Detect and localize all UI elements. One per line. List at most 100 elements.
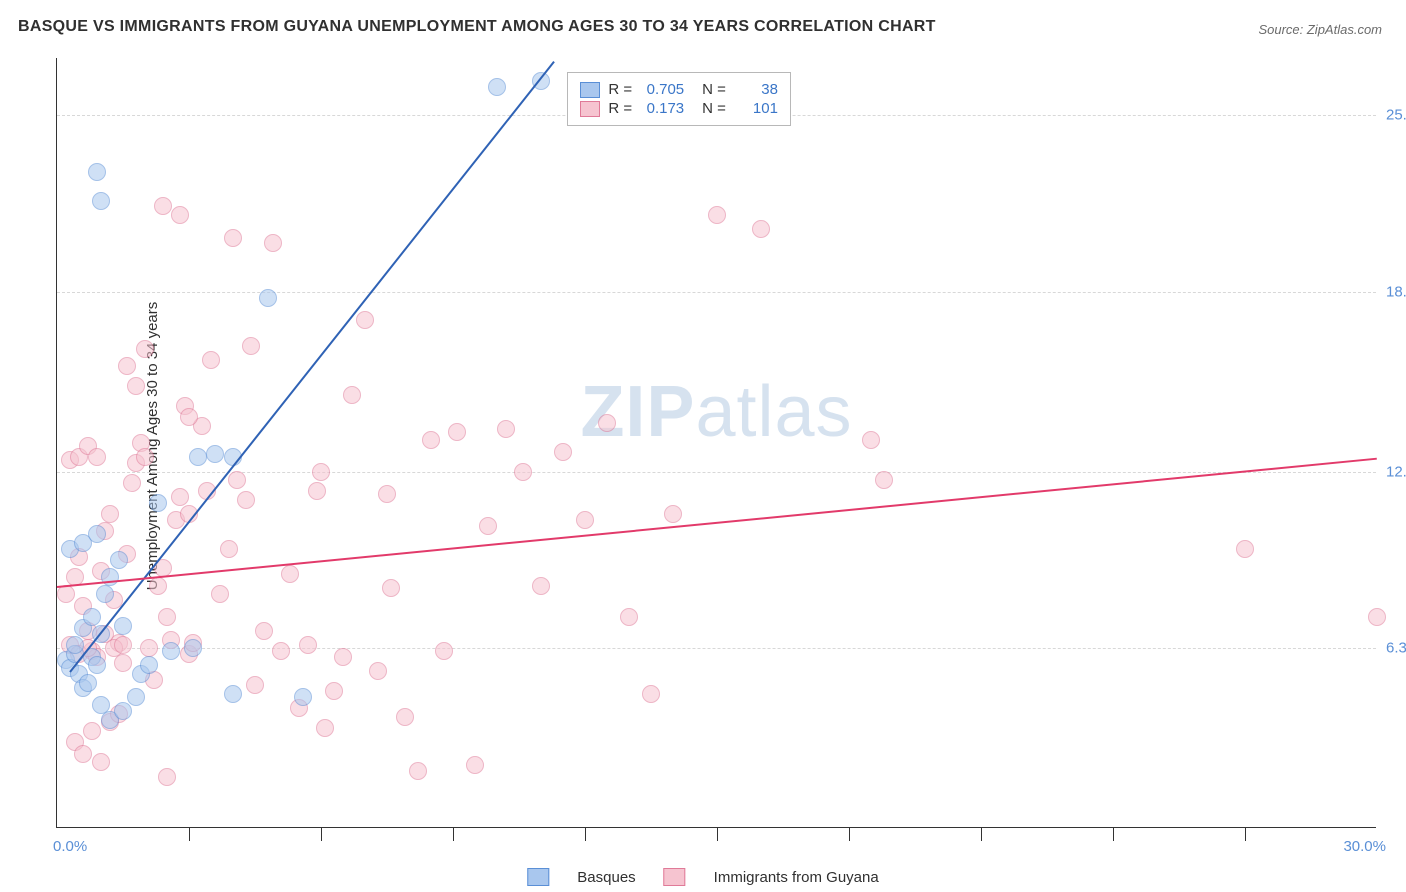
xtick-mark	[1245, 827, 1246, 841]
data-point	[114, 636, 132, 654]
data-point	[343, 386, 361, 404]
data-point	[396, 708, 414, 726]
data-point	[101, 505, 119, 523]
data-point	[435, 642, 453, 660]
data-point	[158, 768, 176, 786]
trend-line	[69, 61, 555, 673]
data-point	[752, 220, 770, 238]
data-point	[382, 579, 400, 597]
data-point	[422, 431, 440, 449]
data-point	[294, 688, 312, 706]
data-point	[448, 423, 466, 441]
gridline-h	[57, 648, 1376, 649]
data-point	[110, 551, 128, 569]
data-point	[224, 229, 242, 247]
ytick-label: 18.8%	[1386, 283, 1406, 300]
data-point	[149, 494, 167, 512]
legend-swatch-guyana	[664, 868, 686, 886]
xtick-mark	[849, 827, 850, 841]
data-point	[224, 685, 242, 703]
data-point	[88, 525, 106, 543]
data-point	[708, 206, 726, 224]
data-point	[356, 311, 374, 329]
data-point	[171, 206, 189, 224]
stats-box: R = 0.705 N = 38R = 0.173 N = 101	[567, 72, 791, 126]
stats-swatch	[580, 101, 600, 117]
data-point	[162, 642, 180, 660]
chart-title: BASQUE VS IMMIGRANTS FROM GUYANA UNEMPLO…	[18, 18, 936, 36]
stats-r-label: R =	[608, 81, 632, 98]
gridline-h	[57, 472, 1376, 473]
data-point	[228, 471, 246, 489]
trend-line	[57, 457, 1377, 587]
gridline-h	[57, 292, 1376, 293]
legend-label-guyana: Immigrants from Guyana	[714, 869, 879, 886]
data-point	[664, 505, 682, 523]
xtick-mark	[585, 827, 586, 841]
data-point	[158, 608, 176, 626]
data-point	[466, 756, 484, 774]
data-point	[1368, 608, 1386, 626]
legend: Basques Immigrants from Guyana	[527, 868, 878, 886]
xtick-mark	[1113, 827, 1114, 841]
data-point	[255, 622, 273, 640]
data-point	[136, 448, 154, 466]
source-label: Source: ZipAtlas.com	[1258, 22, 1382, 37]
xtick-mark	[321, 827, 322, 841]
data-point	[83, 608, 101, 626]
data-point	[57, 585, 75, 603]
data-point	[136, 340, 154, 358]
data-point	[312, 463, 330, 481]
data-point	[488, 78, 506, 96]
data-point	[96, 585, 114, 603]
data-point	[180, 408, 198, 426]
data-point	[184, 639, 202, 657]
data-point	[576, 511, 594, 529]
data-point	[140, 639, 158, 657]
xtick-label-max: 30.0%	[1343, 838, 1386, 855]
legend-swatch-basques	[527, 868, 549, 886]
data-point	[92, 192, 110, 210]
data-point	[123, 474, 141, 492]
stats-n-value: 101	[734, 100, 778, 117]
stats-n-label: N =	[702, 100, 726, 117]
data-point	[74, 745, 92, 763]
data-point	[325, 682, 343, 700]
data-point	[246, 676, 264, 694]
data-point	[88, 656, 106, 674]
data-point	[334, 648, 352, 666]
data-point	[206, 445, 224, 463]
stats-row: R =0.173N =101	[580, 100, 778, 117]
data-point	[272, 642, 290, 660]
data-point	[259, 289, 277, 307]
data-point	[378, 485, 396, 503]
stats-row: R = 0.705 N = 38	[580, 81, 778, 98]
data-point	[202, 351, 220, 369]
data-point	[369, 662, 387, 680]
watermark: ZIPatlas	[580, 371, 852, 453]
data-point	[242, 337, 260, 355]
data-point	[316, 719, 334, 737]
stats-n-value: 38	[734, 81, 778, 98]
data-point	[83, 722, 101, 740]
data-point	[118, 357, 136, 375]
stats-r-value: 0.173	[640, 100, 684, 117]
data-point	[220, 540, 238, 558]
data-point	[211, 585, 229, 603]
data-point	[237, 491, 255, 509]
data-point	[514, 463, 532, 481]
data-point	[79, 674, 97, 692]
data-point	[497, 420, 515, 438]
data-point	[154, 197, 172, 215]
data-point	[264, 234, 282, 252]
data-point	[875, 471, 893, 489]
data-point	[409, 762, 427, 780]
data-point	[149, 577, 167, 595]
xtick-mark	[981, 827, 982, 841]
data-point	[66, 636, 84, 654]
scatter-plot: ZIPatlas 6.3%12.5%18.8%25.0%0.0%30.0%R =…	[56, 58, 1376, 828]
stats-r-value: 0.705	[640, 81, 684, 98]
data-point	[598, 414, 616, 432]
stats-n-label: N =	[702, 81, 726, 98]
data-point	[140, 656, 158, 674]
